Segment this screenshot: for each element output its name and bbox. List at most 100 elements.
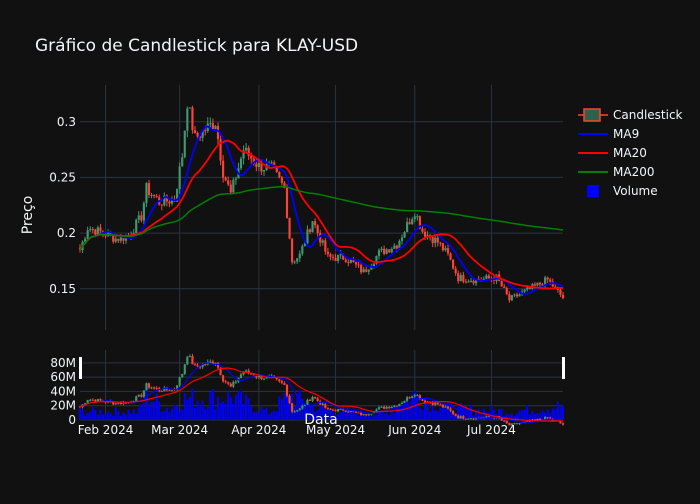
overview-candle-body — [408, 397, 411, 399]
volume-bar — [178, 410, 181, 420]
volume-bar — [224, 404, 227, 420]
candle-body — [260, 163, 263, 172]
candle-body — [216, 125, 220, 140]
volume-bar — [204, 409, 207, 420]
overview-candle-body — [216, 362, 220, 368]
overview-candle-body — [439, 404, 442, 406]
overview-candle-body — [513, 423, 516, 425]
overview-candle-body — [423, 400, 427, 403]
overview-candle-body — [526, 420, 529, 422]
candle-body — [178, 166, 181, 190]
candle-body — [303, 243, 306, 247]
y-tick-label: 0.2 — [57, 226, 76, 240]
overview-candle-body — [183, 364, 186, 374]
volume-bar — [145, 385, 148, 420]
overview-candle-body — [342, 408, 345, 411]
overview-candle-body — [469, 418, 473, 420]
candle-body — [326, 251, 329, 255]
overview-candle-body — [186, 356, 189, 365]
overview-candle-body — [385, 407, 388, 409]
overview-candle-body — [444, 406, 447, 408]
overview-candle-body — [536, 419, 539, 421]
overview-candle-body — [467, 418, 470, 420]
overview-candle-body — [334, 410, 337, 412]
overview-candle-body — [301, 405, 304, 409]
volume-bar — [209, 392, 212, 420]
candle-body — [416, 216, 419, 218]
volume-bar — [311, 404, 314, 420]
candle-body — [165, 195, 168, 202]
volume-bar — [283, 392, 286, 420]
candle-body — [454, 268, 457, 274]
volume-bar — [326, 409, 329, 420]
volume-bar — [135, 413, 138, 420]
volume-bar — [554, 409, 557, 420]
volume-bar — [308, 403, 312, 420]
overview-candle-body — [352, 410, 355, 412]
candle-body — [441, 243, 444, 251]
candle-body — [505, 288, 508, 295]
candle-body — [500, 280, 503, 287]
volume-bar — [398, 407, 401, 420]
volume-bar — [319, 405, 322, 420]
candle-body — [298, 253, 301, 259]
volume-bar — [265, 407, 268, 420]
candle-body — [191, 107, 194, 131]
overview-candle-body — [181, 373, 184, 378]
candle-body — [183, 130, 186, 158]
volume-bar — [546, 409, 549, 420]
overview-candle-body — [436, 402, 439, 405]
candle-body — [278, 172, 281, 178]
candle-body — [242, 150, 245, 159]
overview-candle-body — [191, 356, 194, 365]
overview-candle-body — [112, 401, 115, 405]
candle-body — [114, 238, 117, 242]
volume-bar — [78, 407, 82, 420]
volume-bar — [132, 409, 135, 420]
volume-bar — [147, 404, 151, 420]
volume-bar — [278, 396, 281, 420]
volume-bar — [250, 406, 253, 420]
candle-body — [245, 147, 248, 151]
candle-body — [319, 232, 322, 243]
overview-candle-body — [99, 399, 102, 401]
x-axis-title: Data — [304, 412, 337, 428]
overview-candle-body — [431, 402, 434, 405]
overview-candle-body — [285, 384, 289, 396]
overview-candle-body — [160, 390, 163, 392]
volume-bar — [518, 410, 521, 420]
volume-bar — [526, 405, 529, 420]
candle-body — [301, 246, 304, 254]
candle-body — [449, 253, 452, 260]
candle-body — [199, 136, 202, 138]
volume-bar — [549, 412, 552, 420]
candle-body — [352, 259, 355, 263]
volume-bar — [296, 393, 299, 420]
overview-candle-body — [142, 390, 145, 397]
overview-candle-body — [449, 408, 452, 411]
overview-candle-body — [421, 399, 424, 401]
volume-bar — [170, 408, 174, 420]
volume-bar — [492, 409, 496, 420]
candle-body — [487, 275, 490, 279]
volume-bar — [303, 405, 306, 420]
volume-bar — [490, 405, 493, 420]
volume-bar — [245, 394, 248, 420]
overview-candle-body — [561, 423, 565, 425]
volume-tick-label: 40M — [50, 384, 76, 398]
candle-body — [377, 250, 381, 256]
overview-candle-body — [232, 382, 235, 387]
overview-candle-body — [278, 379, 281, 382]
candle-body — [255, 163, 258, 167]
candle-body — [436, 237, 439, 243]
overview-candle-body — [365, 414, 368, 416]
volume-bar — [193, 407, 197, 420]
volume-bar — [533, 414, 536, 420]
overview-candle-body — [500, 418, 503, 421]
legend-item-ma200: MA200 — [578, 165, 654, 179]
candle-body — [84, 238, 87, 242]
volume-bar — [260, 406, 263, 420]
volume-bar — [155, 393, 158, 420]
candle-body — [140, 215, 143, 221]
